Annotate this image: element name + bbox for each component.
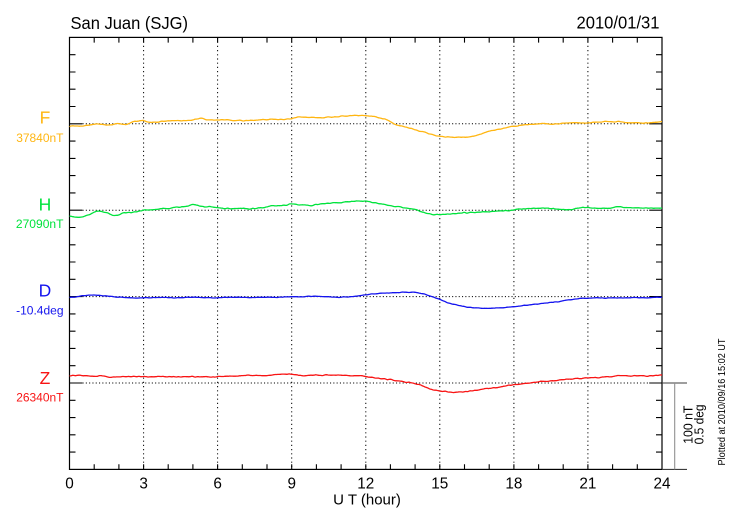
- svg-text:0.5 deg: 0.5 deg: [692, 404, 706, 444]
- svg-text:Z: Z: [40, 368, 51, 388]
- svg-text:U T (hour): U T (hour): [333, 492, 401, 509]
- svg-text:26340nT: 26340nT: [16, 390, 64, 404]
- svg-text:D: D: [39, 281, 52, 301]
- svg-text:15: 15: [431, 475, 448, 492]
- svg-text:San Juan (SJG): San Juan (SJG): [71, 13, 189, 33]
- svg-text:100 nT: 100 nT: [682, 405, 696, 444]
- svg-text:37840nT: 37840nT: [16, 131, 64, 145]
- svg-text:6: 6: [213, 475, 222, 492]
- svg-text:3: 3: [139, 475, 148, 492]
- svg-text:-10.4deg: -10.4deg: [16, 304, 64, 318]
- svg-text:24: 24: [653, 475, 671, 492]
- svg-text:F: F: [40, 108, 51, 128]
- svg-text:9: 9: [287, 475, 296, 492]
- svg-text:12: 12: [357, 475, 374, 492]
- svg-text:18: 18: [505, 475, 522, 492]
- svg-text:Plotted at 2010/09/16 15:02 UT: Plotted at 2010/09/16 15:02 UT: [716, 338, 728, 465]
- svg-text:2010/01/31: 2010/01/31: [577, 13, 660, 33]
- svg-text:27090nT: 27090nT: [16, 217, 64, 231]
- svg-text:0: 0: [65, 475, 74, 492]
- svg-text:H: H: [39, 195, 52, 215]
- svg-text:21: 21: [579, 475, 596, 492]
